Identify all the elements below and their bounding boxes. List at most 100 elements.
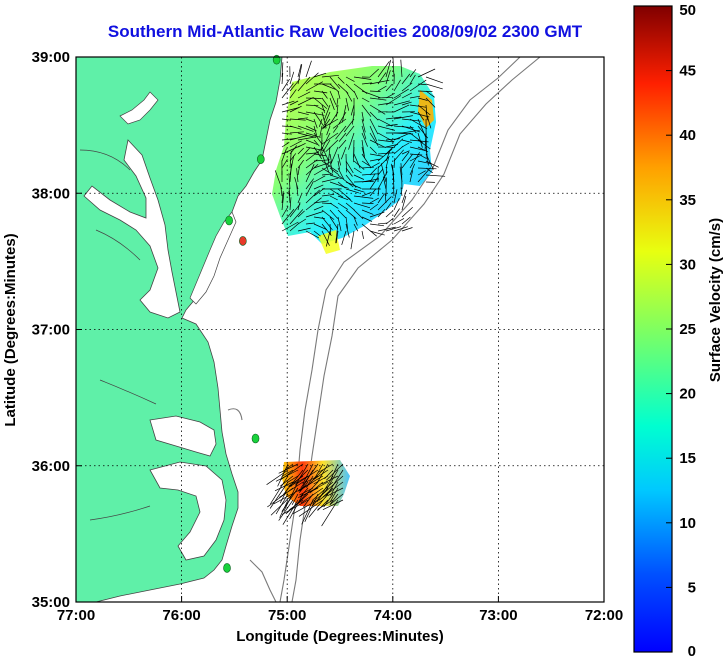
velocity-vector [345,76,355,82]
velocity-vector [283,469,304,495]
y-axis-label: Latitude (Degrees:Minutes) [2,233,19,426]
velocity-vector [409,74,416,85]
velocity-vector [369,188,377,197]
velocity-vector [401,129,420,134]
velocity-vector [329,195,338,201]
colorbar-tick-label: 45 [679,63,696,80]
velocity-vector [297,202,301,211]
velocity-vector [377,96,393,99]
velocity-vector [361,90,381,99]
velocity-vector [313,125,318,136]
velocity-vector [279,481,304,498]
velocity-vector [401,92,412,99]
velocity-vector [297,64,302,78]
albemarle-sound [149,415,217,457]
velocity-vector [305,164,319,176]
chart-title: Southern Mid-Atlantic Raw Velocities 200… [107,22,583,41]
velocity-vector [289,135,308,141]
x-tick-label: 75:00 [268,607,306,624]
velocity-vector [417,97,428,101]
velocity-vector [297,210,305,218]
velocity-vector [289,118,306,121]
velocity-vector [417,83,427,85]
velocity-vector [337,174,354,188]
velocity-vector [329,174,342,180]
velocity-vector [289,125,302,130]
velocity-vector [369,203,379,211]
velocity-vector [329,181,349,189]
velocity-vector [353,90,359,100]
velocity-vector [337,76,345,84]
velocity-vector [313,118,318,129]
velocity-vector [313,223,328,231]
velocity-vector [332,118,347,129]
velocity-vector [393,197,400,211]
y-tick-label: 38:00 [32,185,70,202]
velocity-vector [335,125,347,140]
velocity-vector [361,230,364,239]
colorbar-tick-label: 0 [688,643,696,659]
velocity-vector [369,223,385,227]
velocity-vector [384,193,387,204]
velocity-vector [313,184,324,190]
velocity-vector [289,89,297,99]
velocity-vector [409,104,427,108]
velocity-vector [385,226,402,232]
velocity-vector [352,111,355,125]
velocity-vector [313,463,324,480]
velocity-vector [321,499,339,527]
velocity-vector [322,499,344,511]
velocity-vector [329,188,344,198]
velocity-patch-north-yellow [318,230,340,254]
velocity-vector [313,72,327,78]
velocity-vector [345,188,360,194]
velocity-vector [425,111,432,129]
velocity-vector [289,222,300,232]
velocity-vector [329,167,339,175]
velocity-vector [297,91,311,99]
velocity-vector [369,167,378,176]
velocity-vector [297,227,311,232]
colorbar-tick-label: 35 [679,192,696,209]
velocity-vector [353,195,374,199]
velocity-vector [289,140,302,148]
velocity-vector [385,95,402,106]
velocity-vector [298,499,324,517]
velocity-vector [401,73,411,85]
velocity-vector [369,230,385,236]
velocity-vector [385,166,388,176]
velocity-vector [417,160,432,165]
velocity-vector [369,146,377,154]
velocity-vector [337,181,346,189]
velocity-vector [393,104,410,113]
velocity-vector [392,57,395,78]
velocity-vector [385,202,392,211]
velocity-vector [337,160,340,170]
velocity-vector [297,469,319,484]
velocity-vector [305,164,315,183]
velocity-vector [297,96,314,106]
x-tick-label: 76:00 [162,607,200,624]
velocity-vector [313,132,323,145]
velocity-vector [350,230,355,250]
velocity-vector [341,104,347,123]
velocity-vector [393,115,413,120]
velocity-vector [393,186,395,197]
velocity-vector [417,90,433,92]
velocity-vector [353,209,364,220]
velocity-vector [305,132,321,138]
velocity-vector [297,136,316,141]
velocity-vector [377,196,392,211]
velocity-vector [321,118,339,129]
velocity-vector [393,138,404,148]
velocity-vector [401,206,413,218]
velocity-vector [296,184,299,197]
velocity-vector [305,104,319,107]
velocity-vector [377,85,387,92]
velocity-vector [289,71,295,85]
velocity-vector [369,90,381,92]
y-tick-label: 37:00 [32,322,70,339]
velocity-vector [313,230,321,237]
velocity-vector [369,158,380,162]
velocity-vector [425,167,433,174]
